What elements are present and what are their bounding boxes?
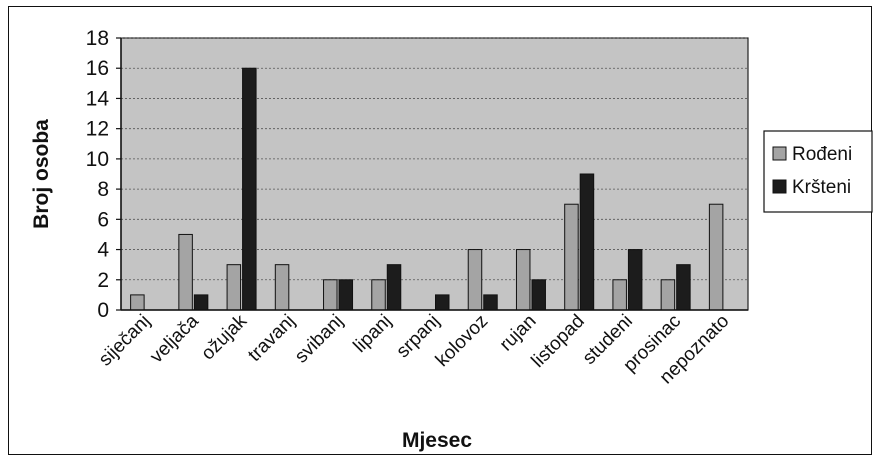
bars [130, 67, 724, 311]
x-axis-title: Mjesec [402, 429, 472, 452]
bar-rodeni-7 [467, 249, 483, 311]
bar-krsteni-10 [627, 249, 643, 311]
bar-rodeni-12 [708, 203, 724, 311]
y-tick-label: 2 [97, 269, 109, 292]
y-tick-label: 16 [86, 57, 109, 80]
bar-krsteni-9 [579, 173, 595, 311]
bar-rodeni-0 [130, 294, 145, 311]
bar-krsteni-8 [531, 279, 546, 311]
x-category-label: listopad [528, 311, 589, 372]
x-category-label: ožujak [197, 310, 251, 364]
bar-rodeni-2 [226, 264, 242, 311]
y-tick-label: 12 [86, 118, 109, 141]
y-tick-label: 6 [97, 208, 109, 231]
legend-swatch-rodeni [772, 146, 787, 161]
bar-rodeni-9 [564, 203, 579, 311]
x-category-label: svibanj [291, 311, 348, 368]
bar-rodeni-1 [178, 233, 193, 311]
x-category-label: kolovoz [432, 311, 492, 371]
legend-label-rodeni: Rođeni [792, 144, 852, 165]
legend-swatch-krsteni [772, 179, 787, 194]
x-category-label: veljača [146, 310, 203, 367]
y-tick-label: 0 [97, 299, 109, 322]
bar-krsteni-11 [676, 264, 691, 311]
bar-rodeni-5 [371, 279, 386, 311]
bar-rodeni-11 [660, 279, 676, 311]
bar-rodeni-8 [515, 249, 531, 311]
y-tick-label: 18 [86, 27, 109, 50]
bar-krsteni-5 [386, 264, 402, 311]
y-tick-label: 10 [86, 148, 109, 171]
y-tick-label: 14 [86, 87, 110, 110]
bar-rodeni-10 [612, 279, 627, 311]
x-category-label: lipanj [350, 311, 396, 357]
bar-krsteni-2 [242, 67, 257, 311]
plot-area [120, 37, 749, 311]
bar-krsteni-4 [338, 279, 354, 311]
legend-label-krsteni: Kršteni [792, 177, 851, 198]
x-category-label: rujan [496, 311, 541, 356]
bar-krsteni-1 [193, 294, 209, 311]
bar-rodeni-4 [323, 279, 338, 311]
bar-rodeni-3 [274, 264, 290, 311]
legend: Rođeni Kršteni [763, 130, 873, 213]
x-category-label: travanj [244, 311, 299, 366]
y-axis-ticks: 0 2 4 6 8 10 12 14 16 18 [86, 27, 121, 322]
grid-lines [121, 37, 748, 281]
y-tick-label: 4 [97, 239, 109, 262]
bar-krsteni-7 [483, 294, 498, 311]
legend-box [763, 130, 873, 213]
y-tick-label: 8 [97, 178, 109, 201]
bar-krsteni-6 [435, 294, 450, 311]
y-axis-title: Broj osoba [30, 119, 53, 229]
